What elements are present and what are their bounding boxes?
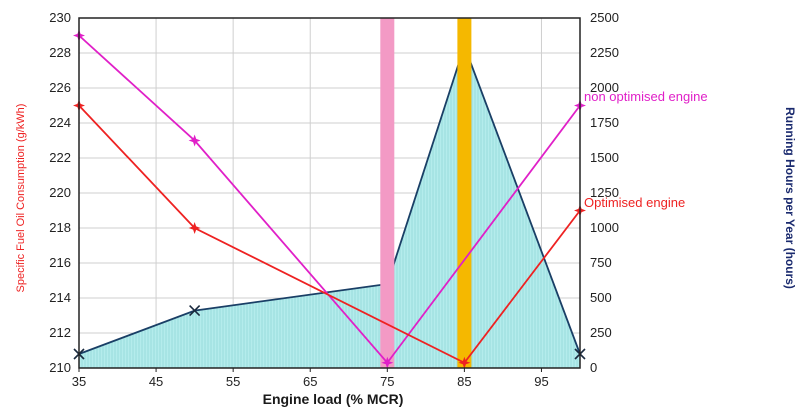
x-axis-label: Engine load (% MCR) [263,391,404,407]
sfoc-marker [381,356,394,369]
y-right-tick-label: 0 [590,360,597,375]
load-bands [380,18,472,368]
axis-ticks: 35 45 55 65 75 85 95 210 212 214 216 218 220 222 224 22… [49,10,619,389]
y-left-tick-label: 222 [49,150,71,165]
sfoc-marker [188,222,201,234]
sfoc-marker [458,356,471,369]
plot-frame [78,17,581,369]
y-right-tick-label: 1500 [590,150,619,165]
plot-border [78,17,581,369]
y-right-tick-label: 2250 [590,45,619,60]
x-tick-label: 75 [380,374,394,389]
sfoc-line [78,34,581,365]
y-right-tick-label: 1750 [590,115,619,130]
running-hours-area-fill [79,46,580,368]
load-band-75 [380,18,395,368]
y-axis-left-label: Specific Fuel Oil Consumption (g/kWh) [15,104,27,293]
running-hours-marker [189,305,201,317]
y-right-tick-label: 2500 [590,10,619,25]
sfoc-line [78,104,581,364]
y-left-tick-label: 210 [49,360,71,375]
y-right-tick-label: 750 [590,255,612,270]
y-axis-right-label: Running Hours per Year (hours) [783,107,797,289]
y-right-tick-label: 250 [590,325,612,340]
y-left-tick-label: 216 [49,255,71,270]
y-left-tick-label: 230 [49,10,71,25]
y-left-tick-label: 218 [49,220,71,235]
x-tick-label: 55 [226,374,240,389]
y-left-tick-label: 212 [49,325,71,340]
sfoc-marker [188,134,201,147]
y-right-tick-label: 2000 [590,80,619,95]
x-tick-label: 95 [534,374,548,389]
x-tick-label: 65 [303,374,317,389]
y-left-tick-label: 226 [49,80,71,95]
y-left-tick-label: 214 [49,290,71,305]
load-band-85 [457,18,472,368]
annotation-non-optimised: non optimised engine [584,89,708,104]
y-right-tick-label: 1000 [590,220,619,235]
y-left-tick-label: 220 [49,185,71,200]
y-right-tick-label: 500 [590,290,612,305]
x-tick-label: 35 [72,374,86,389]
x-tick-label: 85 [457,374,471,389]
y-left-tick-label: 228 [49,45,71,60]
annotation-optimised: Optimised engine [584,195,685,210]
x-tick-label: 45 [149,374,163,389]
y-right-tick-label: 1250 [590,185,619,200]
y-left-tick-label: 224 [49,115,71,130]
